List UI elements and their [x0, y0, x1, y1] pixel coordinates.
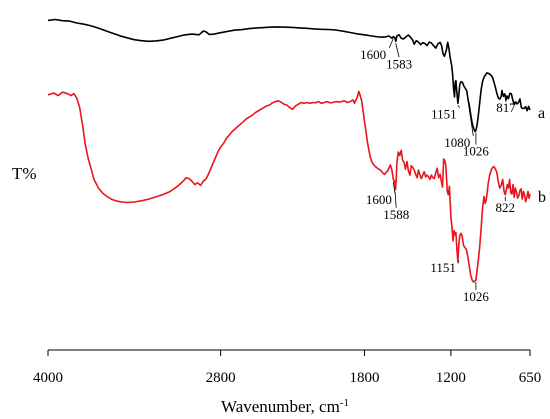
annotation-label-b-1588: 1588 [383, 207, 409, 222]
annotation-leader-a-1151 [457, 105, 460, 108]
x-axis-label-superscript: -1 [340, 397, 349, 409]
series-label-a: a [538, 105, 545, 122]
x-tick-label: 1800 [350, 370, 380, 386]
x-axis-label: Wavenumber, cm-1 [221, 397, 349, 416]
annotation-layer: 1600158311511080102681716001588115110268… [360, 38, 516, 304]
y-axis-label: T% [12, 164, 37, 183]
series-line-b [47, 90, 531, 283]
annotation-label-b-822: 822 [496, 200, 516, 215]
x-tick-label: 650 [519, 370, 542, 386]
annotation-leader-b-1588 [394, 191, 397, 208]
annotation-label-a-1080: 1080 [444, 135, 470, 150]
series-label-layer: ab [538, 105, 546, 206]
annotation-label-a-1026: 1026 [463, 143, 490, 158]
annotation-label-b-1600: 1600 [366, 192, 392, 207]
annotation-label-a-817: 817 [496, 100, 516, 115]
series-line-a [47, 18, 531, 133]
annotation-label-a-1583: 1583 [386, 56, 412, 71]
x-tick-label: 2800 [206, 370, 236, 386]
series-label-b: b [538, 189, 546, 206]
annotation-label-a-1151: 1151 [431, 107, 457, 122]
annotation-leader-b-1600 [392, 181, 396, 194]
annotation-leader-a-1600 [388, 38, 394, 49]
annotation-label-a-1600: 1600 [360, 47, 386, 62]
annotation-leader-a-1080 [467, 101, 474, 136]
x-tick-label: 1200 [436, 370, 466, 386]
x-axis-label-text: Wavenumber, cm [221, 397, 340, 416]
annotation-leader-b-1151 [457, 260, 460, 264]
annotation-label-b-1026: 1026 [463, 289, 490, 304]
annotation-leader-a-1583 [395, 43, 400, 58]
annotation-label-b-1151: 1151 [430, 260, 456, 275]
x-tick-label: 4000 [33, 370, 63, 386]
series-layer [47, 18, 531, 283]
x-axis-ticks: 4000 2800 1800 1200 650 [33, 350, 541, 386]
